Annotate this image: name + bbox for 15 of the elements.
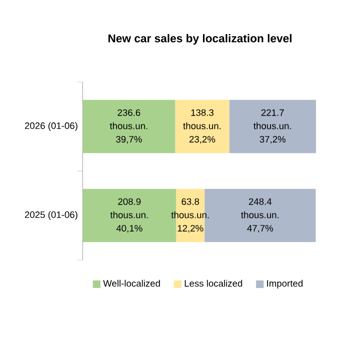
bar <box>175 100 230 154</box>
y-tick-label: 2026 (01-06) <box>24 122 78 131</box>
data-label: 236.6 thous.un. 39,7% <box>110 109 148 144</box>
data-label: 208.9 thous.un. 40,1% <box>110 198 148 233</box>
bar <box>82 100 176 154</box>
bar <box>229 100 316 154</box>
chart-title: New car sales by localization level <box>108 34 292 45</box>
data-label: 221.7 thous.un. 37,2% <box>254 109 291 144</box>
data-label: 63.8 thous.un. 12,2% <box>171 198 209 233</box>
legend-label: Imported <box>267 280 303 289</box>
legend-label: Well-localized <box>103 280 160 287</box>
legend-label: Less localized <box>184 280 242 287</box>
data-label: 248.4 thous.un. 47,7% <box>241 198 278 233</box>
y-tick-label: 2025 (01-06) <box>24 211 78 220</box>
data-label: 138.3 thous.un. 23,2% <box>183 109 221 144</box>
